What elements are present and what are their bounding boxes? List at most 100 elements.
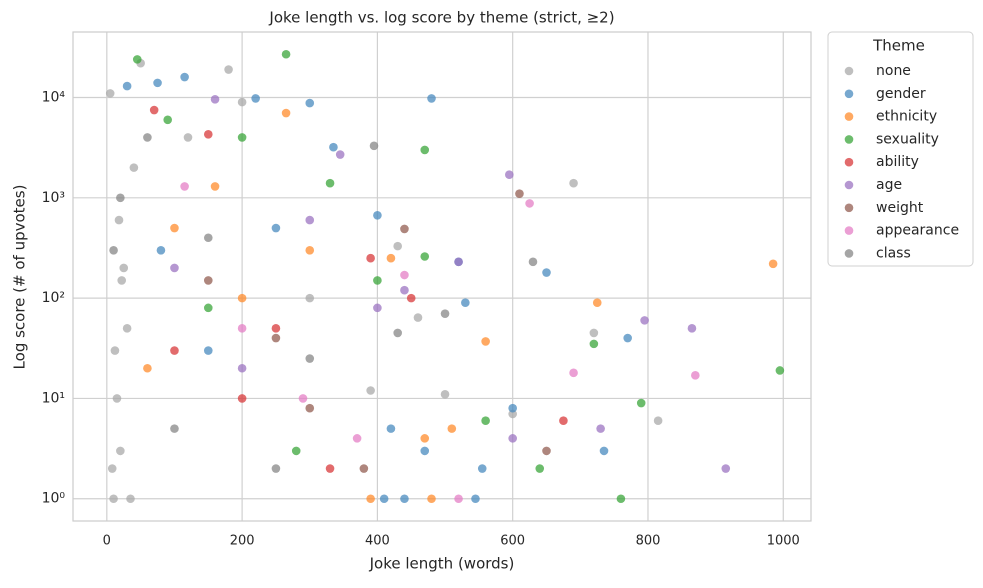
point (203, 129, 213, 139)
point (298, 394, 308, 403)
point (359, 464, 369, 473)
legend-label: appearance (876, 223, 959, 239)
x-tick-label: 1000 (767, 534, 800, 549)
point (116, 446, 125, 456)
point (180, 182, 189, 191)
point (112, 394, 122, 403)
point (122, 324, 132, 333)
point (271, 464, 281, 473)
legend-marker (844, 203, 854, 213)
point (461, 298, 470, 308)
point (447, 424, 457, 433)
point (440, 309, 450, 318)
point (400, 494, 409, 504)
point (170, 424, 179, 433)
point (126, 494, 135, 504)
point (224, 65, 233, 74)
point (454, 494, 463, 504)
point (203, 233, 213, 243)
point (768, 259, 778, 269)
point (369, 141, 379, 151)
point (420, 434, 430, 443)
point (596, 424, 605, 433)
point (691, 371, 700, 380)
point (481, 337, 490, 346)
point (508, 434, 517, 443)
point (721, 464, 731, 473)
point (153, 78, 162, 88)
legend-label: class (876, 245, 911, 261)
point (640, 316, 649, 325)
point (114, 215, 124, 225)
point (559, 416, 568, 425)
point (132, 55, 142, 64)
point (366, 386, 375, 395)
x-tick-label: 400 (365, 534, 390, 549)
point (335, 150, 345, 159)
point (305, 98, 315, 108)
point (616, 494, 626, 504)
legend-marker (844, 249, 854, 258)
point (281, 108, 291, 118)
x-tick-label: 200 (230, 534, 255, 549)
point (305, 245, 315, 255)
legend-label: gender (876, 86, 926, 102)
point (386, 253, 396, 263)
legend-label: ethnicity (876, 109, 937, 125)
legend-marker (844, 66, 854, 76)
point (542, 446, 551, 456)
point (180, 72, 189, 82)
point (420, 145, 430, 155)
legend-marker (844, 112, 854, 121)
point (420, 252, 430, 261)
point (183, 133, 193, 142)
point (413, 313, 423, 322)
point (569, 368, 578, 378)
point (569, 178, 578, 188)
point (203, 303, 213, 313)
point (352, 434, 362, 443)
point (271, 223, 281, 233)
point (366, 494, 375, 504)
point (329, 142, 338, 152)
point (400, 270, 409, 280)
x-axis-label: Joke length (words) (369, 555, 515, 573)
legend-marker (844, 89, 854, 99)
point (427, 494, 436, 504)
legend-marker (844, 157, 854, 167)
point (237, 324, 247, 333)
point (105, 89, 115, 98)
point (237, 394, 247, 403)
point (210, 94, 220, 104)
point (237, 97, 247, 107)
legend-marker (844, 135, 854, 144)
point (373, 276, 382, 285)
point (129, 163, 139, 172)
point (325, 464, 335, 473)
legend-marker (844, 226, 854, 235)
point (119, 263, 129, 273)
point (251, 94, 260, 103)
point (291, 446, 301, 456)
point (109, 494, 118, 504)
point (528, 257, 538, 267)
point (515, 189, 524, 198)
y-tick-label: 10³ (42, 190, 65, 206)
y-tick-label: 10¹ (42, 390, 65, 406)
point (210, 182, 220, 191)
point (406, 293, 416, 303)
point (305, 354, 315, 363)
legend-label: weight (876, 200, 924, 216)
point (203, 276, 213, 285)
x-tick-label: 0 (103, 534, 111, 549)
point (508, 403, 517, 413)
point (143, 363, 152, 373)
point (305, 215, 315, 225)
point (400, 224, 409, 234)
y-axis-label: Log score (# of upvotes) (11, 185, 29, 370)
legend-marker (844, 180, 854, 190)
point (163, 115, 173, 125)
point (325, 178, 335, 188)
point (305, 293, 315, 303)
